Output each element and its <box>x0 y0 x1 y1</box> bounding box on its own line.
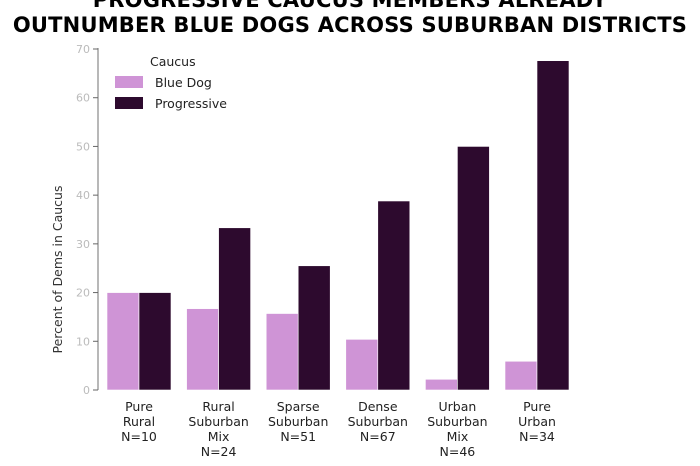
x-category-label: N=24 <box>201 444 237 459</box>
x-category-label: Rural <box>123 414 155 429</box>
y-tick-label: 60 <box>76 92 90 105</box>
y-tick-label: 70 <box>76 43 90 56</box>
y-tick-label: 40 <box>76 189 90 202</box>
x-category-label: Pure <box>125 399 153 414</box>
bar-progressive <box>138 292 172 391</box>
y-tick-label: 0 <box>83 384 90 397</box>
bar-blue-dog <box>504 360 538 391</box>
y-tick-label: 20 <box>76 287 90 300</box>
bar-blue-dog <box>345 339 379 391</box>
x-category-label: Rural <box>202 399 234 414</box>
x-category-label: N=34 <box>519 429 555 444</box>
bar-blue-dog <box>106 292 140 391</box>
x-category-label: Urban <box>438 399 476 414</box>
y-tick-label: 50 <box>76 140 90 153</box>
bar-progressive <box>218 227 251 391</box>
x-category-label: Dense <box>358 399 398 414</box>
legend-title: Caucus <box>150 54 196 69</box>
bar-progressive <box>536 60 570 391</box>
legend-label: Blue Dog <box>155 75 212 90</box>
x-category-label: Urban <box>518 414 556 429</box>
x-category-label: Suburban <box>427 414 487 429</box>
x-category-label: Suburban <box>268 414 328 429</box>
y-axis-label: Percent of Dems in Caucus <box>50 186 65 354</box>
chart-title-line-1: PROGRESSIVE CAUCUS MEMBERS ALREADY <box>92 0 608 12</box>
x-category-label: Sparse <box>277 399 320 414</box>
bar-progressive <box>377 200 411 391</box>
x-category-label: Mix <box>208 429 230 444</box>
x-category-label: N=67 <box>360 429 396 444</box>
x-category-label: N=10 <box>121 429 157 444</box>
bar-blue-dog <box>265 313 299 391</box>
x-category-label: Suburban <box>348 414 408 429</box>
x-category-label: Pure <box>523 399 551 414</box>
x-category-label: Suburban <box>188 414 248 429</box>
x-category-label: N=51 <box>280 429 316 444</box>
x-category-label: Mix <box>447 429 469 444</box>
legend-label: Progressive <box>155 96 227 111</box>
bar-progressive <box>297 265 331 391</box>
bar-blue-dog <box>425 378 458 391</box>
y-tick-label: 30 <box>76 238 90 251</box>
bar-blue-dog <box>186 308 219 391</box>
bar-progressive <box>457 146 490 391</box>
legend-swatch-blue-dog <box>115 76 143 88</box>
x-category-label: N=46 <box>440 444 476 459</box>
chart-title-line-2: OUTNUMBER BLUE DOGS ACROSS SUBURBAN DIST… <box>12 13 688 37</box>
y-tick-label: 10 <box>76 335 90 348</box>
legend-swatch-progressive <box>115 97 143 109</box>
